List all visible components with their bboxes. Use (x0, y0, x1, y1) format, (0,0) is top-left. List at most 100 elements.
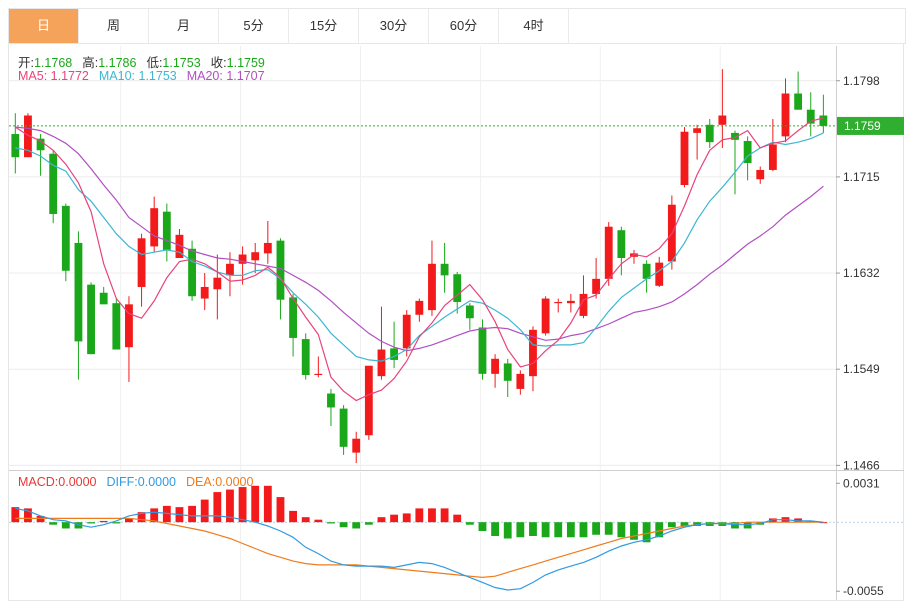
candle-body (314, 373, 323, 376)
macd-y-tick-label: -0.0055 (843, 584, 884, 598)
candle-body (289, 297, 297, 338)
current-price-badge (837, 116, 904, 135)
macd_line-label: DEA: (186, 475, 216, 489)
tab-4[interactable]: 15分 (289, 9, 359, 43)
candle-body (251, 252, 260, 261)
y-tick-label: 1.1632 (843, 266, 880, 280)
macd-bar (693, 522, 702, 526)
macd-bar (276, 497, 285, 523)
ma_line-value: 1.1772 (50, 69, 89, 83)
candle-body (175, 234, 184, 258)
macd-legend: MACD:0.0000 DIFF:0.0000 DEA: 0.0000 (18, 475, 263, 489)
candle-body (377, 349, 386, 377)
candle-body (516, 373, 525, 389)
tab-6[interactable]: 60分 (429, 9, 499, 43)
candle-body (364, 365, 373, 436)
candle-body (693, 128, 702, 133)
candle-body (99, 292, 108, 305)
macd-bar (579, 522, 588, 538)
tab-3[interactable]: 5分 (219, 9, 289, 43)
ma_line-value: 1.1707 (226, 69, 265, 83)
macd-bar (491, 522, 500, 536)
candle-body (579, 293, 588, 316)
macd-bar (162, 505, 171, 523)
tab-1[interactable]: 周 (79, 9, 149, 43)
candle-body (87, 284, 95, 355)
ohlc_line-value: 1.1786 (98, 56, 137, 70)
macd-bar (743, 522, 752, 529)
candle-body (150, 208, 159, 247)
ohlc_line-value: 1.1753 (162, 56, 201, 70)
candle-body (188, 248, 196, 297)
candle-body (263, 242, 272, 254)
tab-7[interactable]: 4时 (499, 9, 569, 43)
candle-body (238, 254, 247, 264)
dea-line (15, 517, 824, 579)
macd-bar (364, 522, 373, 525)
candle-body (440, 263, 449, 276)
ma_line-label: MA5: (18, 69, 51, 83)
macd-bar (680, 522, 689, 526)
macd-bar (554, 522, 563, 538)
candle-body (162, 211, 171, 250)
macd-bar (529, 522, 537, 536)
period-tabs: 日周月 5分 15分 30分 60分 4时 (8, 8, 906, 44)
macd-bar (453, 514, 462, 523)
macd_line-label: DIFF: (106, 475, 138, 489)
candle-body (768, 144, 777, 170)
ohlc_line-label: 开: (18, 56, 34, 70)
candle-body (781, 93, 790, 137)
macd-bar (61, 522, 70, 529)
macd-bar (99, 520, 108, 523)
macd-bar (630, 522, 638, 540)
candle-body (554, 302, 563, 304)
tab-2[interactable]: 月 (149, 9, 219, 43)
macd-bar (731, 522, 739, 529)
macd-bar (592, 522, 601, 535)
macd-bar (478, 522, 487, 531)
macd_line-value: 0.0000 (58, 475, 97, 489)
macd-bar (125, 518, 133, 523)
macd_line-label: MACD: (18, 475, 59, 489)
candle-body (655, 262, 664, 286)
tab-0[interactable]: 日 (9, 9, 79, 43)
candle-body (503, 363, 512, 381)
macd-bar (74, 522, 83, 529)
candle-body (592, 278, 601, 294)
candle-body (200, 286, 209, 299)
tab-5[interactable]: 30分 (359, 9, 429, 43)
chart-panel (8, 43, 904, 601)
macd_line-item: DIFF:0.0000 (107, 475, 176, 489)
macd-bar (49, 522, 58, 525)
macd-bar (440, 508, 449, 523)
candle-body (642, 263, 651, 279)
macd_line-item: MACD:0.0000 (18, 475, 97, 489)
macd-bar (137, 512, 146, 523)
candle-body (604, 226, 613, 279)
macd-bar (503, 522, 512, 539)
macd-bar (390, 514, 399, 523)
macd-bar (87, 522, 95, 524)
macd-bar (667, 522, 676, 528)
ohlc_line-item: 开:1.1768 (18, 56, 72, 70)
ma10-line (15, 132, 824, 362)
ohlc_line-label: 高: (82, 56, 99, 70)
macd-bar (516, 522, 525, 538)
ma5-line (14, 117, 824, 402)
candle-body (24, 115, 32, 158)
candle-body (529, 329, 537, 377)
candle-body (327, 393, 335, 408)
macd-bar (541, 522, 550, 538)
candle-body (226, 263, 234, 276)
candle-body (756, 169, 765, 180)
macd-bar (339, 522, 348, 528)
macd-bar (642, 522, 651, 543)
ohlc_line-label: 低: (146, 56, 163, 70)
macd-bar (465, 522, 474, 525)
candle-body (36, 138, 45, 151)
candle-body (402, 314, 411, 349)
macd-bar (11, 507, 20, 523)
y-tick-label: 1.1549 (843, 362, 880, 376)
macd-bar (36, 515, 45, 523)
macd-bar (24, 508, 32, 523)
